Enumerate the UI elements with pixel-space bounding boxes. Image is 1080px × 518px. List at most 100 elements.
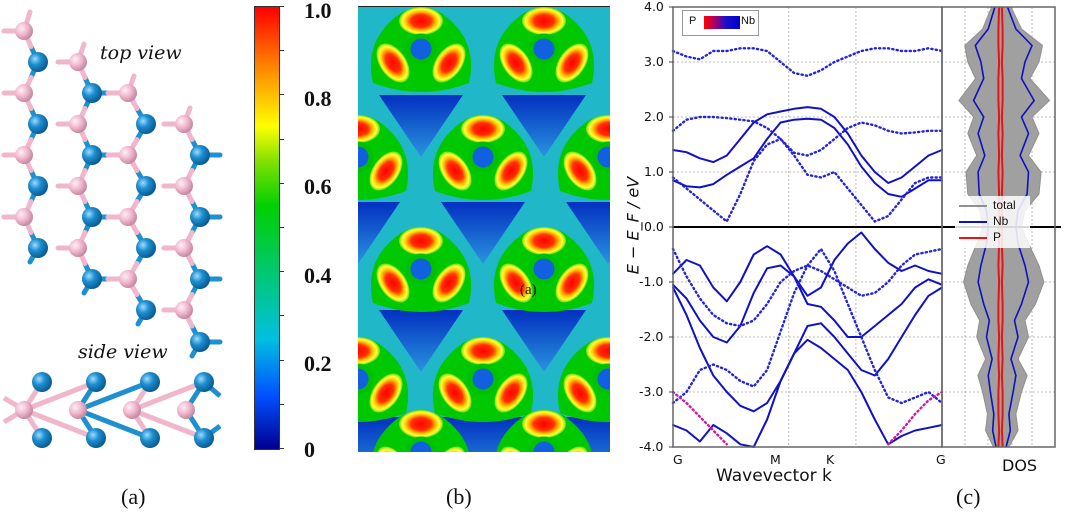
density-trimer	[432, 337, 534, 422]
legend-label-p-dos: P	[993, 230, 1002, 244]
side-bond	[129, 379, 207, 413]
low-density-region	[379, 95, 463, 157]
dos-axes-frame	[941, 6, 1056, 448]
density-lobe	[369, 151, 403, 191]
colorbar-tick	[279, 359, 284, 361]
density-trimer	[432, 115, 534, 200]
density-hole	[531, 36, 557, 62]
p-atom	[123, 401, 141, 419]
nb-atom	[28, 52, 48, 72]
density-lobe	[586, 115, 610, 143]
density-trimer	[557, 115, 610, 200]
nb-atom	[190, 269, 210, 289]
density-lobe	[432, 263, 466, 303]
nb-atom	[82, 207, 102, 227]
nb-atom	[136, 300, 156, 320]
density-hole	[470, 366, 496, 392]
nb-atom	[190, 145, 210, 165]
colorbar-tick	[279, 448, 284, 449]
band-d2	[671, 247, 944, 328]
band-s4	[672, 264, 943, 344]
map-inset-label: (a)	[520, 282, 537, 298]
density-lobe	[586, 337, 610, 365]
p-atom	[175, 301, 193, 319]
side-view-label: side view	[78, 341, 168, 363]
panel-c-electronic: 4.0 3.0 2.0 1.0 0.0 -1.0 -2.0 -3.0 -4.0 G M K G …	[620, 0, 1080, 518]
density-ring	[528, 33, 560, 65]
density-ring	[467, 141, 499, 173]
band-legend: P Nb	[682, 10, 759, 36]
p-atom	[15, 84, 33, 102]
colorbar-tick	[279, 315, 284, 317]
ytick-label: -3.0	[639, 384, 664, 399]
low-density-region	[358, 202, 400, 264]
legend-label-total: total	[993, 198, 1016, 212]
side-view	[2, 372, 222, 448]
xtick-label: G	[673, 452, 683, 467]
p-atom	[69, 177, 87, 195]
density-lobe	[499, 263, 533, 303]
band-d3	[671, 247, 944, 405]
colorbar-tick-label: 0.4	[304, 263, 332, 288]
density-lobe	[461, 337, 505, 365]
ytick-label: 3.0	[644, 54, 664, 69]
density-lobe	[399, 227, 443, 255]
density-ring	[405, 436, 437, 452]
nb-atom	[32, 428, 52, 448]
density-lobe	[563, 373, 597, 413]
colorbar-tick	[279, 271, 284, 273]
density-lobe	[555, 43, 589, 83]
ytick-label: 2.0	[644, 109, 664, 124]
caption-a: (a)	[121, 484, 146, 509]
nb-atom	[194, 428, 214, 448]
p-atom	[119, 146, 137, 164]
density-trimer	[493, 7, 595, 92]
ytick-label: -2.0	[639, 329, 664, 344]
density-hole	[408, 36, 434, 62]
xtick-label: M	[770, 452, 781, 467]
nb-atom	[86, 428, 106, 448]
legend-swatch-nb	[959, 221, 987, 223]
band-s2	[672, 106, 943, 184]
side-bond	[129, 407, 207, 441]
colorbar-tick	[279, 403, 284, 405]
nb-atom	[190, 207, 210, 227]
density-hole	[531, 256, 557, 282]
side-bond	[21, 407, 99, 441]
dos-x-axis-label: DOS	[1002, 456, 1038, 475]
legend-swatch-p	[959, 237, 987, 239]
caption-c: (c)	[956, 484, 981, 509]
colorbar-tick	[279, 6, 284, 7]
low-density-region	[379, 310, 463, 372]
legend-swatch-total	[959, 205, 987, 207]
p-atom	[177, 401, 195, 419]
legend-gradient	[704, 16, 740, 29]
ytick-label: 1.0	[644, 164, 664, 179]
p-atom	[69, 401, 87, 419]
colorbar-tick	[279, 138, 284, 140]
density-ring	[358, 363, 374, 395]
band-s1	[672, 117, 943, 198]
density-trimer	[373, 410, 469, 452]
low-density-region	[566, 202, 610, 264]
density-ring	[358, 141, 374, 173]
density-ring	[467, 363, 499, 395]
density-lobe	[461, 115, 505, 143]
band-s6	[672, 338, 943, 448]
colorbar-tick-label: 0.8	[304, 86, 332, 111]
density-ring	[528, 436, 560, 452]
p-atom	[175, 177, 193, 195]
colorbar	[254, 6, 280, 450]
density-trimer	[557, 337, 610, 422]
density-trimer	[496, 410, 592, 452]
density-lobe	[563, 151, 597, 191]
density-trimer	[358, 115, 409, 200]
nb-atom	[140, 428, 160, 448]
density-lobe	[522, 227, 566, 255]
band-structure-plot	[669, 6, 1061, 448]
band-s5	[672, 286, 943, 413]
p-atom	[15, 401, 33, 419]
p-atom	[15, 22, 33, 40]
low-density-region	[566, 417, 610, 452]
caption-b: (b)	[446, 484, 472, 509]
